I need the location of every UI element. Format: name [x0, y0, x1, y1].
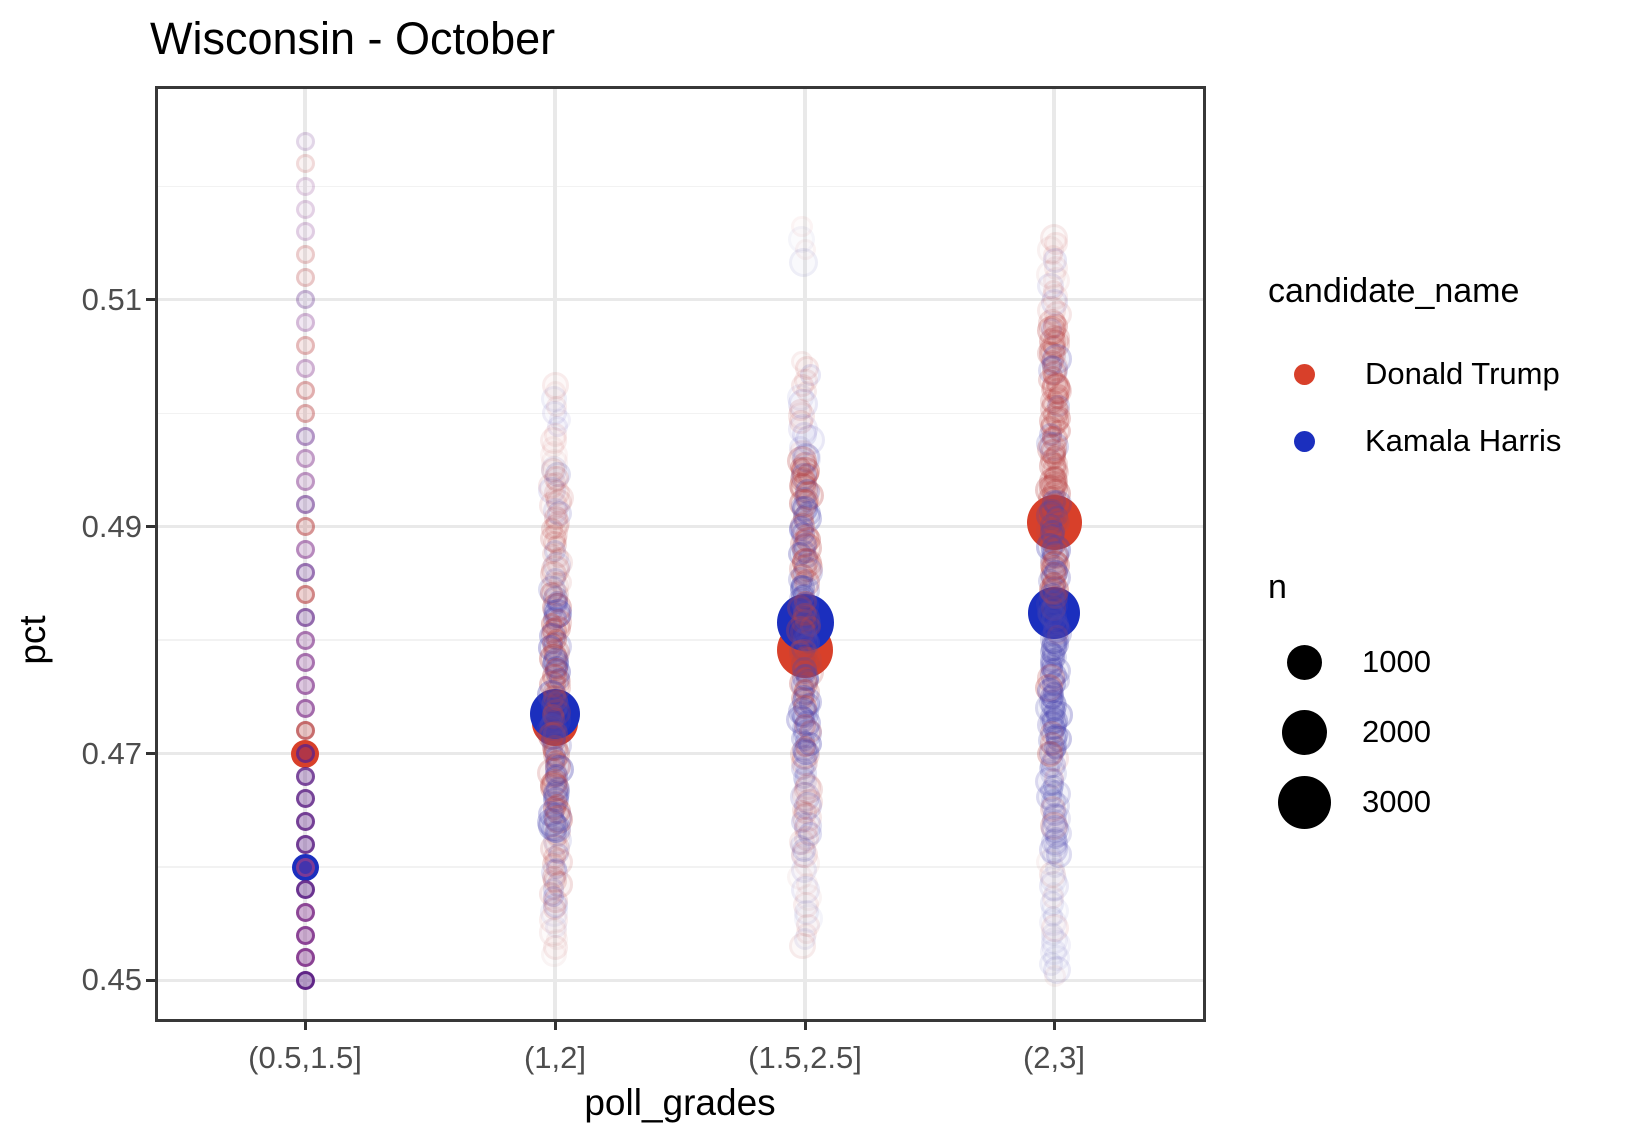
ladder-point — [295, 857, 315, 877]
x-tick-label: (1.5,2.5] — [748, 1040, 862, 1075]
poll-point — [793, 740, 819, 766]
poll-point — [1043, 310, 1067, 333]
poll-point — [793, 444, 822, 473]
ladder-point — [295, 970, 315, 990]
legend-color-title: candidate_name — [1268, 272, 1520, 310]
chart-title: Wisconsin - October — [150, 13, 556, 64]
ladder-point — [295, 562, 315, 582]
ladder-point — [295, 381, 315, 401]
gridline-major — [158, 752, 1203, 756]
ladder-point — [295, 154, 315, 174]
x-tick-label: (0.5,1.5] — [248, 1040, 362, 1075]
ladder-point — [295, 426, 315, 446]
legend-size-label: 2000 — [1362, 714, 1431, 749]
y-tick-mark — [146, 525, 155, 529]
y-tick-mark — [146, 978, 155, 982]
ladder-point — [295, 290, 315, 310]
legend-size-dot — [1277, 775, 1331, 829]
legend-size-label: 3000 — [1362, 784, 1431, 819]
legend-size-dot — [1286, 644, 1322, 680]
x-tick-mark — [303, 1020, 307, 1030]
poll-point — [545, 820, 568, 844]
legend-key-dot — [1293, 363, 1315, 385]
gridline-minor — [158, 185, 1203, 188]
ladder-point — [295, 744, 315, 764]
ladder-point — [295, 834, 315, 854]
ladder-point — [295, 880, 315, 900]
ladder-point — [295, 630, 315, 650]
poll-point — [540, 455, 568, 483]
gridline-minor — [158, 639, 1203, 641]
ladder-point — [295, 789, 315, 809]
ladder-point — [295, 449, 315, 469]
y-tick-label: 0.47 — [81, 735, 142, 771]
y-tick-mark — [146, 752, 155, 756]
legend-color-label: Kamala Harris — [1365, 423, 1562, 458]
legend-size-title: n — [1268, 568, 1287, 606]
poll-point — [1036, 740, 1063, 767]
ladder-point — [295, 222, 315, 242]
x-tick-mark — [1052, 1020, 1056, 1030]
poll-point — [543, 581, 570, 607]
poll-point — [788, 247, 819, 278]
poll-point — [541, 941, 567, 968]
y-tick-mark — [146, 298, 155, 302]
poll-point — [1036, 589, 1065, 619]
poll-point — [543, 896, 567, 920]
legend-key-dot — [1293, 430, 1315, 452]
gridline-major — [158, 298, 1203, 302]
ladder-point — [295, 585, 315, 605]
gridline-major — [158, 525, 1203, 529]
ladder-point — [295, 313, 315, 333]
ladder-point — [295, 721, 315, 741]
x-tick-label: (2,3] — [1022, 1040, 1086, 1075]
ladder-point — [295, 245, 315, 265]
y-tick-label: 0.51 — [81, 281, 142, 317]
gridline-minor — [158, 412, 1203, 415]
ladder-point — [295, 403, 315, 423]
ladder-point — [295, 608, 315, 627]
y-axis-title: pct — [12, 615, 53, 665]
ladder-point — [295, 698, 315, 718]
ladder-point — [295, 653, 315, 673]
x-axis-title: poll_grades — [584, 1082, 776, 1123]
legend-color-label: Donald Trump — [1365, 356, 1560, 391]
x-tick-mark — [553, 1020, 557, 1030]
legend-size-label: 1000 — [1362, 644, 1431, 679]
ladder-point — [295, 902, 315, 922]
legend-size-dot — [1281, 709, 1327, 755]
ladder-point — [295, 948, 315, 968]
ladder-point — [295, 494, 315, 514]
ladder-point — [295, 812, 315, 832]
poll-point — [1043, 466, 1068, 490]
gridline-major — [158, 978, 1203, 982]
ladder-point — [295, 358, 315, 378]
ladder-point — [295, 335, 315, 355]
ladder-point — [295, 676, 315, 696]
ladder-point — [295, 539, 315, 559]
gridline-minor — [158, 866, 1203, 868]
plot-panel — [158, 89, 1203, 1019]
poll-point — [791, 841, 819, 868]
ladder-point — [295, 131, 315, 151]
x-tick-label: (1,2] — [523, 1040, 587, 1075]
poll-point — [1045, 840, 1073, 868]
ladder-point — [295, 177, 315, 197]
ladder-point — [295, 925, 315, 945]
poll-point — [789, 932, 816, 960]
ladder-point — [295, 517, 315, 537]
ladder-point — [295, 471, 315, 491]
ladder-point — [295, 199, 315, 219]
x-tick-mark — [803, 1020, 807, 1030]
poll-point — [1043, 964, 1067, 988]
y-tick-label: 0.49 — [81, 508, 142, 544]
y-tick-label: 0.45 — [81, 962, 142, 998]
ladder-point — [295, 267, 315, 287]
ladder-point — [295, 766, 315, 786]
